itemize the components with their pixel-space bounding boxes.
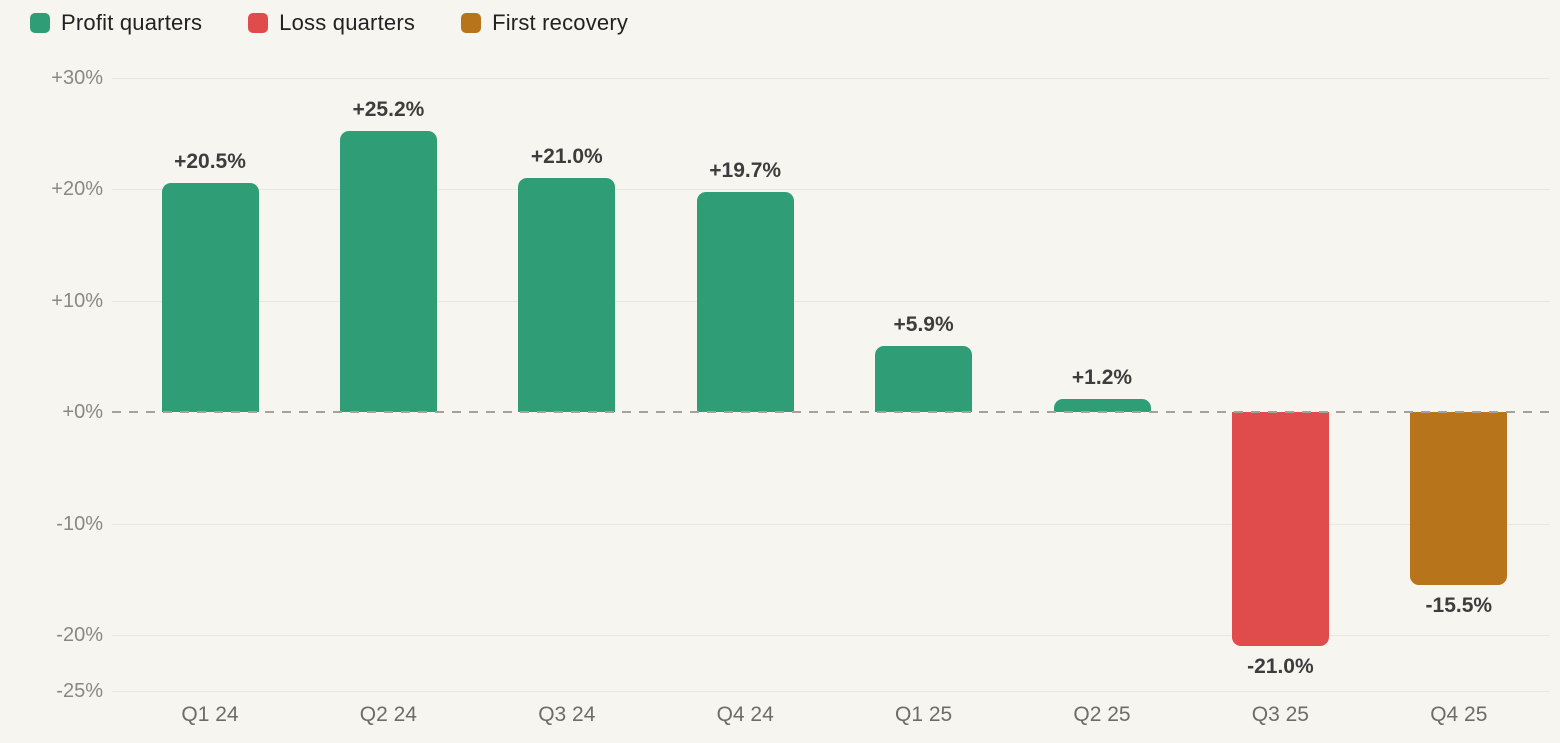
bar-value-label: -21.0% <box>1247 655 1314 679</box>
legend-label-recovery: First recovery <box>492 10 629 35</box>
bar-value-label: +5.9% <box>893 313 954 337</box>
x-axis-tick-label: Q2 24 <box>359 703 417 726</box>
bar-value-label: +19.7% <box>709 159 782 183</box>
x-axis-tick-label: Q4 25 <box>1430 703 1488 726</box>
x-axis-tick-label: Q1 25 <box>894 703 953 726</box>
bar-q2-24 <box>339 131 437 412</box>
y-axis-tick-label: -10% <box>56 512 103 535</box>
y-axis-tick-label: +30% <box>51 66 103 89</box>
zero-baseline <box>112 411 1550 413</box>
legend-item-profit-quarters: Profit quarters <box>30 10 202 36</box>
gridline <box>112 690 1550 692</box>
x-axis-tick-label: Q2 25 <box>1073 703 1131 726</box>
x-axis-tick-label: Q3 24 <box>538 703 596 726</box>
bar-q4-24 <box>696 192 794 412</box>
gridline <box>112 189 1550 190</box>
bar-value-label: -15.5% <box>1425 593 1493 617</box>
y-axis-tick-label: -25% <box>56 679 103 702</box>
gridline <box>112 77 1550 79</box>
x-axis-tick-label: Q3 25 <box>1251 703 1309 726</box>
legend-label-profit: Profit quarters <box>61 10 203 35</box>
bar-q3-24 <box>518 177 616 412</box>
bar-value-label: +21.0% <box>530 144 603 168</box>
gridline <box>112 300 1550 302</box>
y-axis-tick-label: +0% <box>62 401 103 423</box>
bar-q3-25 <box>1231 412 1329 647</box>
recovery-swatch-icon <box>461 13 482 33</box>
bar-value-label: +1.2% <box>1071 365 1133 389</box>
gridline <box>112 523 1550 525</box>
bar-q1-24 <box>161 183 259 412</box>
legend-item-first-recovery: First recovery <box>461 10 628 36</box>
legend-label-loss: Loss quarters <box>279 10 416 35</box>
bar-q2-25 <box>1053 398 1151 412</box>
x-axis-tick-label: Q1 24 <box>181 703 239 726</box>
legend: Profit quarters Loss quarters First reco… <box>30 10 628 36</box>
y-axis-tick-label: +20% <box>51 178 103 200</box>
y-axis-tick-label: -20% <box>56 624 103 646</box>
bar-q4-25 <box>1410 412 1508 585</box>
legend-item-loss-quarters: Loss quarters <box>248 10 415 36</box>
bar-value-label: +25.2% <box>352 98 425 122</box>
loss-swatch-icon <box>248 13 269 33</box>
profit-swatch-icon <box>30 13 50 33</box>
gridline <box>112 635 1550 636</box>
x-axis-tick-label: Q4 24 <box>716 703 774 726</box>
bar-q1-25 <box>875 346 973 412</box>
bar-value-label: +20.5% <box>174 150 246 174</box>
y-axis-tick-label: +10% <box>51 289 103 312</box>
